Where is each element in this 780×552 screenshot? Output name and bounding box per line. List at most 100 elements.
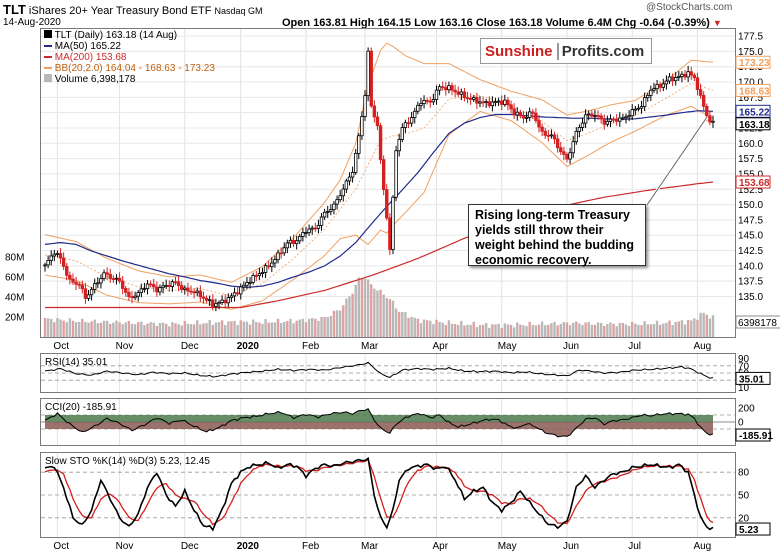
y-tick-label: 142.5 (738, 246, 763, 257)
bb-lower-line (44, 105, 714, 310)
candle-body (503, 99, 507, 105)
volume-bar (624, 324, 628, 337)
volume-bar (71, 320, 75, 337)
volume-bar (444, 324, 447, 337)
volume-bar (484, 322, 488, 337)
candle-body (537, 120, 541, 128)
candle-body (559, 147, 563, 153)
volume-bar (164, 323, 168, 337)
candle-body (695, 77, 700, 90)
volume-bar (397, 311, 401, 337)
candle-body (701, 94, 706, 107)
candle-body (633, 108, 638, 111)
candle-body (487, 101, 491, 107)
volume-bar (615, 326, 618, 337)
candle-body (313, 227, 318, 230)
y-tick-label: 155.0 (738, 169, 763, 180)
candle-body (214, 303, 218, 307)
sto-panel: 80 50 20 Slow STO %K(14) %D(3) 5.23, 12.45 5… (40, 452, 771, 552)
candle-body (534, 112, 538, 121)
volume-bar (550, 323, 553, 337)
price-tag: 173.23 (739, 58, 770, 69)
volume-bar (509, 324, 513, 337)
volume-bar (699, 312, 702, 337)
candle-body (543, 130, 547, 136)
candle-body (353, 153, 358, 173)
volume-bar (363, 278, 367, 337)
candle-body (388, 217, 392, 250)
volume-bar (475, 327, 479, 337)
legend-ma50-label: MA(50) 165.22 (54, 41, 121, 52)
volume-bar (466, 324, 469, 337)
volume-bar (236, 324, 239, 337)
volume-bar (525, 326, 528, 337)
volume-bar (270, 322, 274, 337)
candle-body (381, 159, 386, 190)
volume-tick-label: 60M (5, 273, 24, 284)
legend-ma200-swatch (44, 56, 52, 59)
x-tick-label: May (498, 541, 517, 552)
volume-bar (348, 296, 351, 337)
volume-bar (158, 322, 162, 337)
volume-bar (519, 324, 522, 337)
candle-body (465, 97, 470, 100)
candle-body (198, 290, 203, 298)
candle-body (204, 297, 209, 301)
volume-bar (121, 324, 124, 337)
candle-body (646, 94, 650, 99)
volume-bar (478, 325, 482, 337)
candle-body (614, 118, 619, 122)
candle-body (170, 281, 175, 288)
volume-bar (522, 325, 525, 337)
y-tick-label: 10 (738, 383, 750, 394)
y-tick-label: 167.5 (738, 93, 763, 104)
candle-body (360, 116, 364, 137)
candle-body (453, 89, 457, 93)
candle-body (319, 216, 324, 226)
sto-k-line (44, 456, 714, 532)
annotation-callout: Rising long-term Treasury yields still t… (468, 204, 646, 267)
volume-bar (674, 321, 677, 337)
candle-body (661, 83, 665, 88)
volume-bar (267, 322, 270, 337)
x-tick-label: Nov (116, 341, 134, 352)
volume-bar (342, 305, 345, 337)
volume-bar (366, 279, 370, 337)
volume-bar (671, 325, 674, 337)
price-chart: 135.0 137.5 140.0 142.5 145.0 147.5 150.0 152.5… (5, 29, 780, 352)
volume-bar (279, 323, 283, 337)
candle-body (65, 266, 69, 276)
volume-bar (649, 324, 653, 337)
candle-body (540, 126, 544, 132)
candle-body (167, 284, 171, 288)
copyright: @StockCharts.com (646, 2, 733, 13)
candle-body (475, 97, 479, 104)
volume-bar (137, 322, 140, 337)
volume-bar (606, 324, 609, 337)
volume-bar (323, 317, 326, 337)
volume-bar (413, 317, 416, 337)
y-tick-label: 0 (738, 418, 744, 429)
volume-bar (693, 318, 696, 337)
candle-body (708, 115, 712, 123)
candle-body (425, 100, 429, 102)
candle-body (664, 80, 669, 85)
price-tag-box (735, 104, 771, 118)
candle-body (428, 100, 432, 103)
volume-bar (74, 322, 78, 337)
change-arrow-icon: ▼ (712, 18, 722, 28)
candle-body (456, 91, 460, 95)
indicator-title: CCI(20) -185.91 (45, 402, 117, 413)
candle-body (86, 294, 91, 299)
candle-body (549, 134, 554, 137)
volume-bar (283, 321, 286, 337)
sto-value-tag: 5.23 (739, 525, 759, 536)
candle-body (658, 84, 662, 88)
volume-bar (565, 322, 569, 337)
volume-bar (453, 323, 457, 337)
volume-bar (621, 322, 625, 337)
legend-bb-swatch (44, 67, 52, 70)
volume-bar (503, 323, 507, 337)
